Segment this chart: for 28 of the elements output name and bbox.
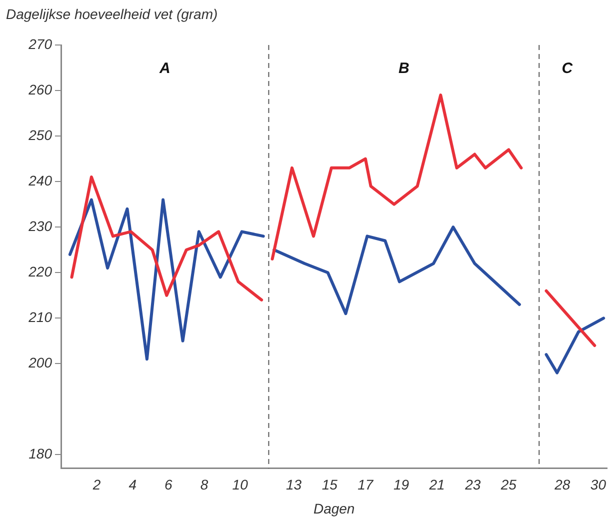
x-tick-label: 17	[358, 476, 374, 493]
x-tick-label: 2	[92, 476, 101, 493]
x-tick-label: 15	[322, 476, 338, 493]
x-axis-title: Dagen	[313, 500, 355, 516]
x-tick-label: 10	[232, 476, 248, 493]
x-tick-label: 13	[286, 476, 302, 493]
y-tick-label: 240	[28, 172, 52, 188]
x-tick-label: 25	[500, 476, 517, 493]
x-tick-label: 8	[200, 476, 208, 493]
y-axis-title: Dagelijkse hoeveelheid vet (gram)	[6, 6, 218, 22]
x-tick-label: 23	[464, 476, 481, 493]
y-tick-label: 270	[28, 36, 52, 52]
y-tick-label: 260	[28, 81, 52, 98]
x-tick-label: 21	[428, 476, 445, 493]
x-tick-label: 19	[393, 476, 410, 493]
x-tick-label: 6	[164, 476, 173, 493]
y-tick-label: 200	[28, 354, 52, 371]
annotation: A	[158, 60, 170, 77]
x-tick-label: 30	[590, 476, 606, 493]
y-tick-label: 210	[28, 309, 52, 326]
y-tick-label: 220	[28, 264, 52, 280]
y-tick-label: 180	[28, 446, 52, 462]
x-tick-label: 4	[128, 476, 137, 493]
annotation: B	[398, 60, 410, 77]
x-tick-label: 28	[554, 476, 570, 493]
y-tick-label: 230	[28, 218, 52, 234]
y-tick-label: 250	[28, 126, 52, 143]
annotation: C	[562, 60, 574, 77]
